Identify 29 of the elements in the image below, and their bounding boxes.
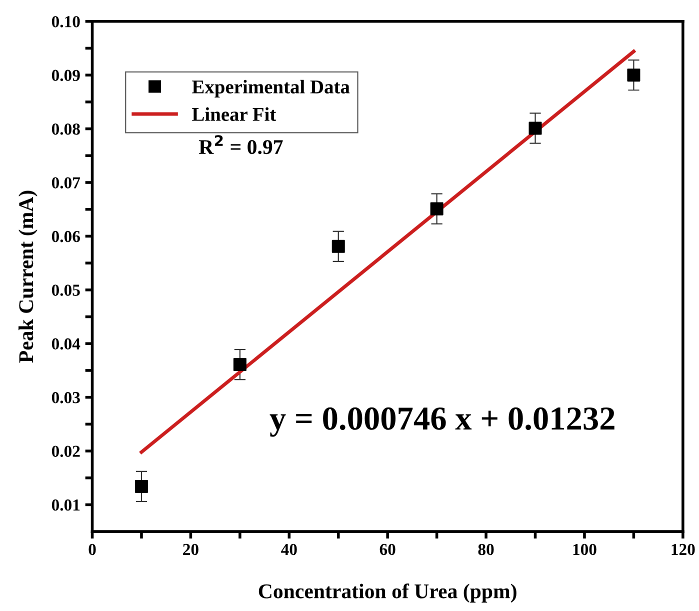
legend-label: Experimental Data — [192, 80, 350, 98]
x-tick-label: 60 — [380, 544, 396, 556]
y-tick-label: 0.02 — [52, 446, 80, 458]
point — [332, 240, 345, 253]
point — [528, 122, 542, 135]
point — [627, 68, 640, 82]
x-tick-label: 100 — [573, 544, 596, 556]
y-tick-label: 0.10 — [52, 16, 80, 28]
y-tick-label: 0.05 — [52, 284, 80, 296]
x-tick-label: 0 — [88, 544, 96, 556]
y-tick-label: 0.07 — [52, 177, 80, 189]
x-axis-title: Concentration of Urea (ppm) — [258, 583, 516, 603]
annotation: R$^{2}$ = 0.97 — [198, 135, 283, 154]
y-tick-label: 0.09 — [52, 70, 80, 82]
y-tick-label: 0.03 — [52, 392, 80, 404]
y-tick-label: 0.06 — [52, 230, 80, 242]
point — [430, 202, 444, 216]
point — [134, 480, 148, 493]
y-axis-title: Peak Current (mA) — [18, 190, 38, 363]
x-tick-label: 120 — [672, 544, 695, 556]
y-tick-label: 0.08 — [52, 123, 80, 135]
annotation: y = 0.000746 x + 0.01232 — [270, 407, 614, 437]
x-tick-label: 80 — [478, 544, 494, 556]
y-tick-label: 0.04 — [52, 338, 80, 350]
y-tick-label: 0.01 — [52, 499, 80, 511]
point — [233, 358, 246, 372]
x-tick-label: 20 — [183, 544, 198, 556]
x-tick-label: 40 — [281, 544, 297, 556]
legend-label: Linear Fit — [192, 107, 276, 121]
